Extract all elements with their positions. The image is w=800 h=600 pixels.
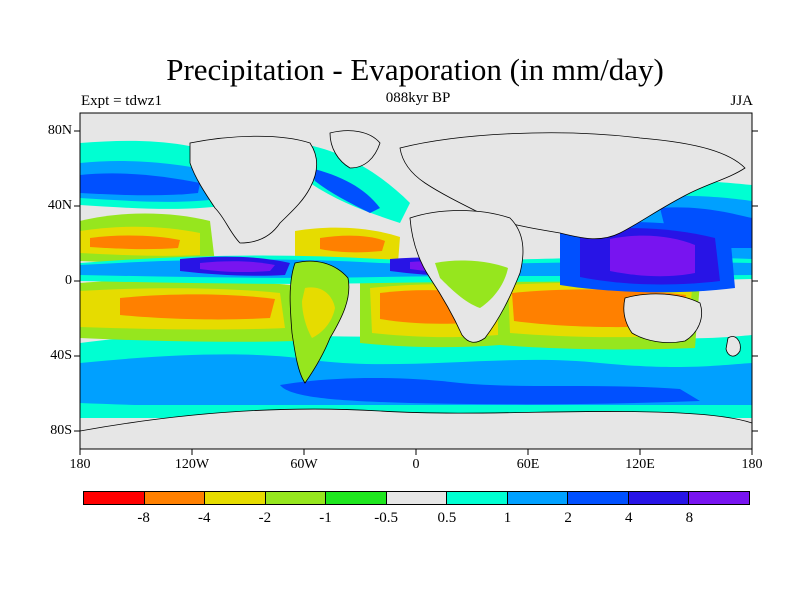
- southern-blue-core: [280, 378, 700, 405]
- north-atlantic-subtropic-core: [320, 235, 385, 253]
- colorbar-label: 1: [503, 510, 512, 526]
- itcz-east-pacific-core: [200, 261, 275, 273]
- lon-label-60e: 60E: [516, 457, 540, 472]
- colorbar-label: 2: [564, 510, 572, 526]
- colorbar: [83, 491, 750, 505]
- lon-label-60w: 60W: [290, 457, 318, 472]
- colorbar-box: [447, 492, 508, 504]
- land-africa-wet: [435, 260, 508, 308]
- land-australia: [623, 293, 702, 343]
- land-new-zealand: [725, 336, 741, 357]
- colorbar-label: 0.5: [437, 510, 457, 526]
- lon-ticks: [79, 449, 753, 455]
- colorbar-box: [265, 492, 327, 504]
- precip-evap-map: [74, 112, 758, 455]
- lon-label-180w: 180: [69, 457, 91, 472]
- map-plot: [74, 112, 758, 455]
- land-north-america: [189, 135, 318, 244]
- lat-ticks: [74, 130, 758, 432]
- lon-label-180e: 180: [741, 457, 763, 472]
- lon-label-120w: 120W: [174, 457, 210, 472]
- north-pacific-core: [80, 173, 200, 196]
- land-antarctica: [80, 408, 752, 449]
- lat-label-0: 0: [65, 273, 72, 288]
- colorbar-label: -4: [198, 510, 211, 526]
- page-title: Precipitation - Evaporation (in mm/day): [166, 52, 664, 87]
- colorbar-box: [144, 492, 206, 504]
- period-label: 088kyr BP: [385, 90, 451, 106]
- colorbar-box: [326, 492, 387, 504]
- experiment-label: Expt = tdwz1: [81, 93, 162, 109]
- colorbar-label: -8: [137, 510, 150, 526]
- colorbar-label: -0.5: [374, 510, 399, 526]
- north-atlantic-storm: [310, 168, 380, 213]
- north-atlantic-cyan: [295, 143, 410, 223]
- colorbar-box: [205, 492, 266, 504]
- lat-label-80s: 80S: [50, 423, 72, 438]
- north-pacific-subtropic-core: [90, 235, 180, 250]
- colorbar-box: [689, 492, 750, 504]
- colorbar-box: [568, 492, 629, 504]
- colorbar-label: 4: [624, 510, 633, 526]
- south-pacific-driest: [120, 294, 275, 320]
- lat-label-40s: 40S: [50, 348, 72, 363]
- colorbar-label: -2: [258, 510, 272, 526]
- colorbar-label: -1: [319, 510, 332, 526]
- lat-label-80n: 80N: [47, 123, 72, 138]
- colorbar-box: [84, 492, 145, 504]
- southern-cyan-edge: [80, 403, 752, 413]
- colorbar-box: [386, 492, 448, 504]
- lat-label-40n: 40N: [47, 198, 72, 213]
- colorbar-label: 8: [685, 510, 694, 526]
- season-label: JJA: [730, 93, 753, 109]
- lon-label-120e: 120E: [625, 457, 655, 472]
- lon-label-0: 0: [412, 457, 420, 472]
- land-south-america-inner: [302, 287, 335, 338]
- warm-pool-core: [610, 235, 695, 277]
- colorbar-box: [628, 492, 690, 504]
- land-greenland: [329, 130, 381, 169]
- colorbar-box: [507, 492, 569, 504]
